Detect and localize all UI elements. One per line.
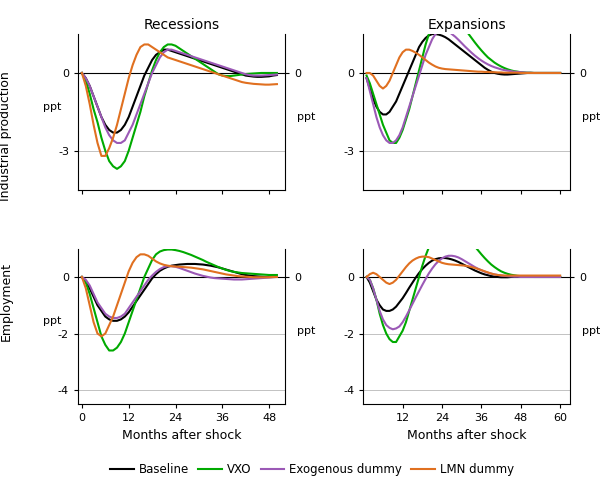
Y-axis label: ppt: ppt — [583, 326, 600, 337]
Y-axis label: ppt: ppt — [297, 112, 316, 122]
X-axis label: Months after shock: Months after shock — [407, 429, 526, 442]
Text: Industrial production: Industrial production — [0, 72, 13, 201]
Legend: Baseline, VXO, Exogenous dummy, LMN dummy: Baseline, VXO, Exogenous dummy, LMN dumm… — [106, 459, 518, 481]
Title: Recessions: Recessions — [143, 18, 220, 32]
Y-axis label: ppt: ppt — [583, 112, 600, 122]
Title: Expansions: Expansions — [427, 18, 506, 32]
X-axis label: Months after shock: Months after shock — [122, 429, 241, 442]
Y-axis label: ppt: ppt — [297, 326, 316, 337]
Text: Employment: Employment — [0, 262, 13, 341]
Y-axis label: ppt: ppt — [43, 102, 62, 112]
Y-axis label: ppt: ppt — [43, 317, 61, 326]
